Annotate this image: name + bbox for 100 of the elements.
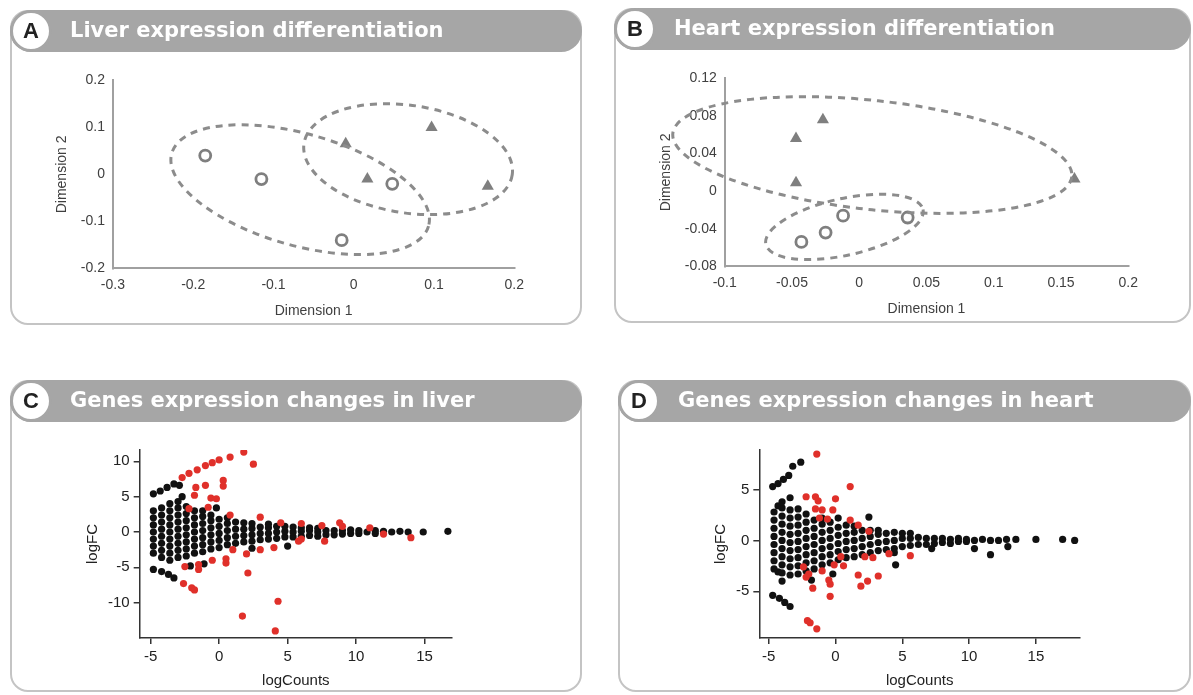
y-tick-label: 0.1 (85, 118, 106, 135)
point (204, 503, 212, 511)
point (826, 592, 834, 600)
point (869, 554, 877, 562)
y-tick-label: 0.04 (689, 144, 717, 161)
y-tick-label: 0.08 (689, 106, 717, 123)
point (192, 483, 200, 492)
y-tick-label: 0 (121, 522, 130, 540)
x-tick-label: 0 (831, 647, 840, 665)
point (208, 459, 216, 467)
point (385, 176, 400, 191)
point (297, 519, 305, 528)
x-tick-label: 0.1 (984, 273, 1004, 290)
x-tick-label: -0.2 (181, 275, 206, 292)
x-tick-label: 0.05 (912, 273, 941, 290)
point (198, 148, 213, 163)
point (219, 476, 227, 484)
point (201, 461, 210, 470)
point (194, 565, 203, 574)
point (831, 495, 840, 503)
x-tick-label: -0.3 (100, 275, 126, 292)
point (229, 546, 237, 554)
y-tick-label: 10 (112, 451, 130, 469)
point (854, 571, 862, 579)
point (818, 567, 826, 575)
point (219, 482, 227, 490)
y-tick-label: -0.04 (684, 219, 717, 236)
point (240, 450, 248, 456)
point (789, 175, 803, 187)
point (885, 550, 893, 558)
y-tick-label: -10 (107, 592, 130, 610)
point (900, 210, 915, 225)
point (799, 563, 808, 571)
y-tick-label: 0 (708, 182, 717, 199)
text: B (614, 8, 656, 50)
point (361, 172, 374, 183)
point (318, 522, 326, 530)
x-tick-label: 0 (214, 647, 224, 665)
x-tick-label: -0.1 (261, 275, 286, 292)
x-tick-label: 15 (1027, 647, 1045, 665)
point (366, 524, 374, 532)
y-tick-label: -5 (735, 581, 750, 599)
point (816, 112, 829, 124)
point (874, 572, 882, 580)
point (185, 469, 193, 477)
point (829, 506, 837, 514)
point (274, 597, 282, 605)
chart-title: Heart expression differentiation (674, 16, 1056, 40)
point (481, 179, 494, 190)
text: C (10, 380, 52, 422)
point (321, 537, 329, 545)
point (818, 506, 826, 514)
y-axis-title: logFC (83, 523, 101, 565)
y-tick-label: -0.08 (684, 257, 717, 274)
x-tick-label: 10 (347, 647, 365, 665)
x-tick-label: 0 (855, 273, 864, 290)
point (256, 513, 264, 521)
point (249, 460, 257, 468)
point (242, 550, 251, 558)
x-axis-title: logCounts (885, 671, 954, 689)
x-tick-label: -0.1 (712, 273, 737, 290)
point (201, 481, 210, 489)
x-axis-title: Dimension 1 (274, 302, 353, 319)
point (854, 521, 862, 529)
point (193, 466, 201, 474)
chart-title: Liver expression differentiation (70, 18, 444, 42)
point (836, 208, 850, 223)
x-tick-label: 5 (898, 647, 907, 665)
x-tick-label: 5 (283, 647, 292, 665)
y-axis-title: logFC (711, 523, 729, 565)
point (789, 131, 803, 143)
point (818, 225, 833, 240)
point (846, 482, 854, 491)
point (277, 519, 285, 527)
y-tick-label: 0 (97, 165, 106, 182)
point (271, 627, 279, 635)
point (181, 563, 189, 571)
point (863, 577, 872, 585)
chart-title: Genes expression changes in heart (678, 388, 1094, 412)
x-axis-title: logCounts (262, 671, 330, 689)
point (179, 579, 188, 588)
y-tick-label: -5 (116, 557, 130, 575)
point (226, 453, 234, 461)
y-tick-label: -0.1 (80, 212, 106, 229)
point (906, 552, 914, 560)
point (178, 473, 186, 482)
point (254, 172, 269, 186)
point (244, 569, 252, 577)
text: D (618, 380, 660, 422)
y-axis-title: Dimension 2 (53, 135, 70, 214)
x-tick-label: -5 (762, 647, 776, 665)
y-tick-label: 0 (740, 530, 750, 548)
x-tick-label: 15 (416, 647, 433, 665)
y-tick-label: -0.2 (80, 259, 106, 276)
point (802, 493, 810, 501)
point (809, 584, 817, 592)
y-tick-label: 5 (740, 479, 750, 497)
point (334, 233, 349, 248)
x-tick-label: 0.2 (1118, 273, 1139, 290)
point (826, 580, 834, 588)
